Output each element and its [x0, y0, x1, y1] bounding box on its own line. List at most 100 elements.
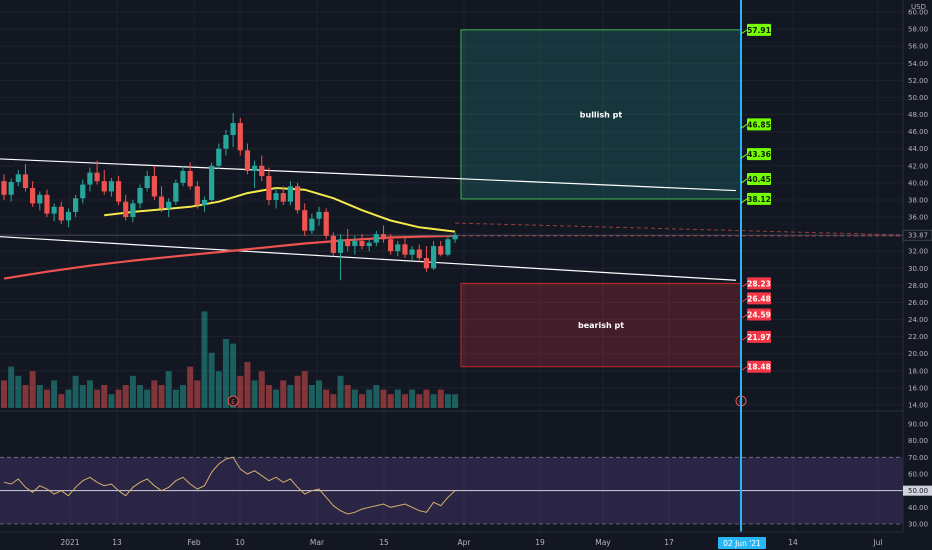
candle-body — [216, 148, 222, 166]
slow-moving-average — [3, 234, 456, 280]
volume-bar — [1, 380, 7, 408]
candle-body — [287, 186, 293, 202]
candlesticks — [1, 112, 458, 281]
candle-body — [44, 194, 50, 214]
candle-body — [87, 172, 93, 185]
volume-bar — [29, 371, 36, 408]
price-tick-label: 58.00 — [908, 26, 928, 34]
candle-body — [51, 206, 57, 214]
bullish-target-tag — [747, 173, 771, 186]
candle-body — [337, 239, 344, 253]
time-tick-label: 14 — [788, 538, 798, 547]
candle-body — [201, 199, 208, 206]
volume-bar — [423, 389, 430, 408]
candle-body — [409, 249, 415, 255]
candle-body — [30, 187, 36, 204]
volume-bar — [265, 385, 272, 408]
candle-body — [395, 244, 401, 252]
volume-bar — [108, 394, 115, 408]
volume-bar — [8, 366, 15, 408]
volume-bar — [380, 389, 387, 408]
channel-upper-line — [0, 158, 737, 192]
volume-bar — [58, 394, 65, 408]
target-value-label: 24.59 — [747, 311, 771, 320]
candle-body — [366, 242, 372, 247]
currency-label: USD — [911, 3, 926, 11]
time-axis: 2021 13 Feb 10 Mar 15 Apr 19 May 17 14 Jul 02 Jun '2… — [0, 531, 932, 550]
target-connector — [740, 366, 748, 372]
volume-bar — [258, 371, 265, 408]
candle-body — [166, 201, 172, 209]
candle-body — [352, 240, 358, 247]
candle-body — [259, 165, 265, 177]
volume-bar — [115, 389, 122, 408]
candle-body — [187, 170, 193, 187]
time-tick-label: May — [595, 538, 611, 547]
target-date-badge — [718, 537, 766, 549]
volume-bar — [351, 389, 358, 408]
candle-body — [445, 239, 451, 255]
volume-bar — [251, 380, 258, 408]
candle-body — [15, 174, 21, 183]
volume-bar — [444, 394, 451, 408]
volume-bar — [308, 385, 315, 408]
volume-bar — [194, 380, 201, 408]
candle-body — [158, 196, 165, 209]
candle-body — [180, 170, 186, 183]
rsi-tick-label: 90.00 — [908, 421, 928, 429]
target-connector — [740, 314, 748, 319]
target-date-label: 02 Jun '21 — [723, 539, 761, 548]
trend-channel[interactable] — [0, 158, 737, 281]
volume-bar — [359, 394, 365, 408]
price-tick-label: 20.00 — [908, 350, 928, 358]
candle-body — [345, 239, 351, 247]
volume-bar — [144, 389, 151, 408]
price-tick-label: 52.00 — [908, 77, 928, 85]
volume-bar — [65, 389, 72, 408]
target-value-label: 40.45 — [747, 175, 771, 184]
candle-body — [294, 186, 301, 211]
volume-bar — [301, 371, 308, 408]
candle-body — [316, 211, 322, 219]
candle-body — [137, 187, 143, 204]
candle-body — [65, 211, 72, 221]
volume-bar — [51, 380, 58, 408]
volume-bar — [79, 385, 86, 408]
candle-body — [230, 123, 236, 136]
time-tick-label: 19 — [535, 538, 545, 547]
time-tick-label: Jul — [872, 538, 882, 547]
candle-body — [309, 218, 315, 231]
price-tick-label: 38.00 — [908, 196, 928, 204]
rsi-tick-label: 80.00 — [908, 437, 928, 445]
candle-body — [244, 150, 251, 171]
volume-bar — [122, 385, 129, 408]
time-tick-label: 10 — [235, 538, 245, 547]
volume-bar — [36, 385, 43, 408]
volume-bar — [366, 389, 373, 408]
candle-body — [423, 258, 430, 269]
bearish-target-tag — [747, 360, 771, 373]
price-tick-label: 60.00 — [908, 9, 928, 17]
bearish-zone — [460, 282, 742, 368]
volume-bar — [72, 375, 79, 408]
volume-bar — [394, 389, 401, 408]
volume-bar — [187, 366, 194, 408]
candle-body — [80, 184, 86, 199]
volume-bar — [294, 375, 301, 408]
candle-body — [252, 165, 258, 171]
target-connector — [740, 178, 748, 184]
price-tick-label: 50.00 — [908, 94, 928, 102]
rsi-line — [3, 456, 456, 515]
current-price-badge — [902, 229, 932, 241]
volume-bar — [452, 394, 459, 408]
volume-bar — [237, 375, 244, 408]
volume-bar — [94, 389, 101, 408]
candle-body — [123, 201, 129, 218]
volume-bar — [280, 380, 287, 408]
price-tick-label: 36.00 — [908, 214, 928, 222]
target-connector — [740, 297, 748, 303]
candle-body — [373, 234, 379, 243]
rsi-tick-label: 30.00 — [908, 521, 928, 529]
volume-bar — [373, 385, 380, 408]
